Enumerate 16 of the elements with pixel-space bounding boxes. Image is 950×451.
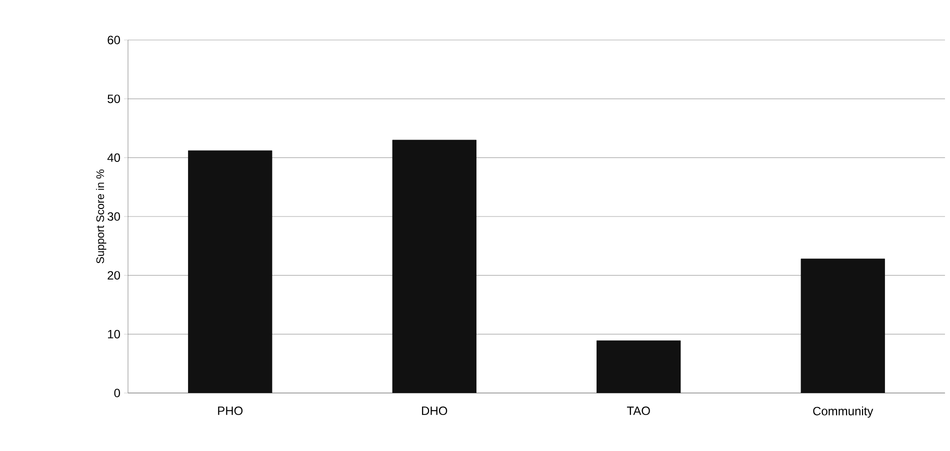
x-tick-label: Community — [813, 406, 874, 418]
y-tick-label: 10 — [108, 330, 120, 338]
y-axis-title: Support Score in % — [96, 170, 106, 264]
y-tick-label: 20 — [108, 271, 120, 280]
y-tick-label: 30 — [108, 212, 120, 221]
x-tick-label: DHO — [422, 406, 448, 416]
y-tick-label: 60 — [108, 36, 120, 44]
y-tick-label: 50 — [108, 94, 120, 104]
bar — [800, 258, 885, 393]
bar — [596, 340, 681, 393]
y-tick-label: 40 — [107, 153, 120, 162]
y-tick-label: 0 — [114, 388, 120, 398]
bar — [392, 140, 476, 393]
bar — [188, 150, 272, 393]
x-tick-label: TAO — [627, 406, 650, 416]
x-tick-label: PHO — [218, 406, 243, 416]
